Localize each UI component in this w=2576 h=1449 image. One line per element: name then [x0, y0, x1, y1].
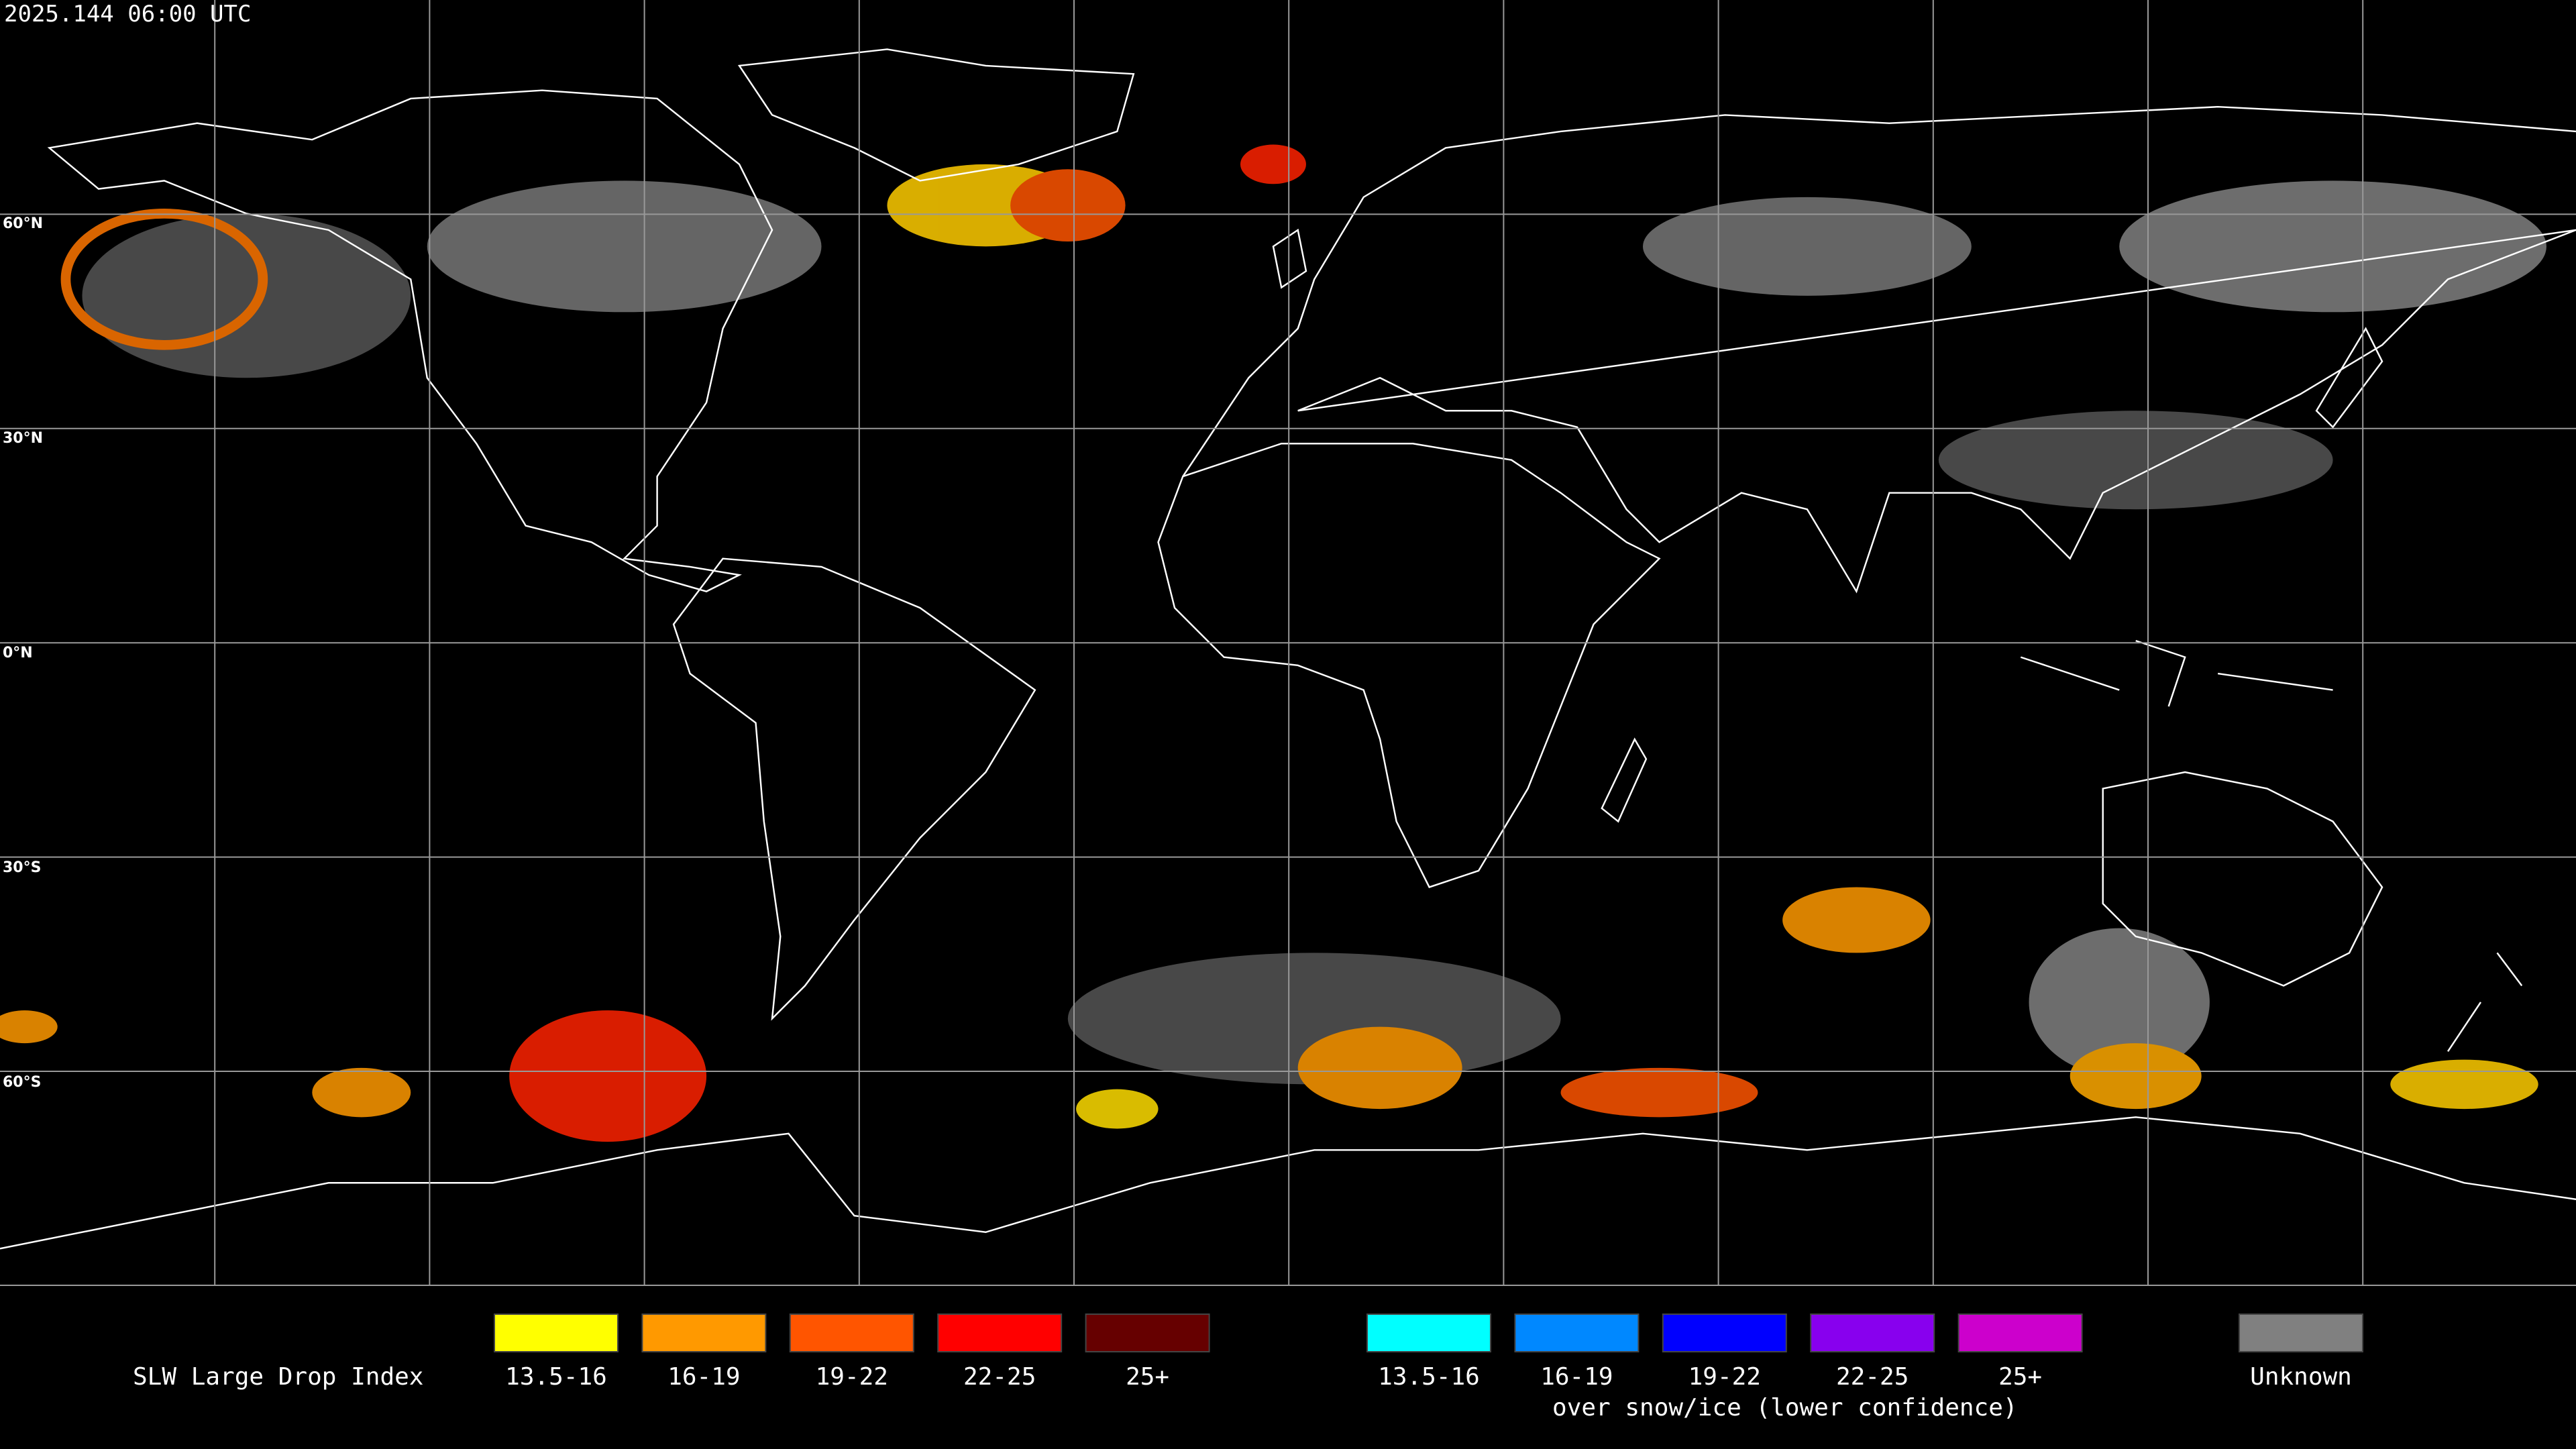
- cloud-orange: [60, 209, 268, 350]
- lat-label: 60°S: [3, 1074, 41, 1091]
- cloud-orange: [1782, 887, 1931, 953]
- cloud-orange: [1297, 1026, 1462, 1110]
- legend-swatch: [1957, 1313, 2083, 1352]
- legend-label: 25+: [1998, 1363, 2042, 1391]
- cloud-orange: [1560, 1067, 1758, 1118]
- japan: [2315, 327, 2383, 429]
- legend-swatch: [1366, 1313, 1491, 1352]
- lat-label: 0°N: [3, 645, 33, 661]
- australia: [2102, 771, 2383, 987]
- legend-title: SLW Large Drop Index: [133, 1363, 423, 1391]
- legend-label: Unknown: [2250, 1363, 2352, 1391]
- antarctica: [0, 1116, 2576, 1250]
- cloud-field: [0, 144, 2546, 1142]
- legend-swatch: [789, 1313, 914, 1352]
- legend-swatch: [641, 1313, 767, 1352]
- legend-swatch: [1514, 1313, 1640, 1352]
- cloud-unknown: [1938, 411, 2333, 510]
- lat-label: 60°N: [3, 215, 43, 232]
- legend: 13.5-16 16-19 19-22 22-25 25+ 13.5-16 16-19 19-…: [494, 1313, 2363, 1421]
- cloud-red: [1240, 144, 1306, 184]
- legend-label: 19-22: [1688, 1363, 1761, 1391]
- legend-label: 25+: [1126, 1363, 1169, 1391]
- greenland: [737, 48, 1135, 182]
- cloud-unknown: [82, 213, 411, 378]
- lat-label: 30°S: [3, 859, 41, 876]
- cloud-unknown: [2119, 180, 2546, 313]
- north-america: [47, 89, 773, 592]
- cloud-unknown: [427, 180, 822, 313]
- cloud-yellow: [2390, 1059, 2538, 1110]
- cloud-red: [509, 1010, 707, 1142]
- new-zealand: [2447, 952, 2523, 1053]
- legend-label: 13.5-16: [1378, 1363, 1480, 1391]
- latitude-labels: 60°N 30°N 0°N 30°S 60°S: [3, 215, 43, 1091]
- cloud-orange: [2070, 1043, 2202, 1110]
- legend-swatch: [1085, 1313, 1210, 1352]
- british-isles: [1272, 228, 1307, 289]
- legend-swatch: [1662, 1313, 1787, 1352]
- lat-label: 30°N: [3, 430, 43, 447]
- legend-label: 19-22: [816, 1363, 888, 1391]
- cloud-yellow: [1076, 1089, 1159, 1129]
- eurasia: [1182, 105, 2576, 594]
- legend-label: 13.5-16: [505, 1363, 607, 1391]
- cloud-orange: [0, 1010, 58, 1044]
- legend-swatch: [494, 1313, 619, 1352]
- coastlines: [0, 48, 2576, 1250]
- timestamp: 2025.144 06:00 UTC: [4, 1, 251, 28]
- legend-swatch: [1810, 1313, 1935, 1352]
- indonesia: [2020, 639, 2333, 707]
- legend-caption: over snow/ice (lower confidence): [1552, 1394, 2018, 1421]
- cloud-unknown: [2029, 928, 2210, 1077]
- madagascar: [1601, 737, 1648, 823]
- cloud-red: [1010, 169, 1126, 242]
- legend-label: 22-25: [1836, 1363, 1909, 1391]
- legend-swatch: [937, 1313, 1063, 1352]
- legend-label: 22-25: [963, 1363, 1036, 1391]
- legend-label: 16-19: [1540, 1363, 1613, 1391]
- legend-label: 16-19: [667, 1363, 740, 1391]
- legend-swatch: [2239, 1313, 2363, 1352]
- south-america: [672, 557, 1036, 1021]
- cloud-unknown: [1643, 197, 1972, 296]
- cloud-orange: [312, 1067, 411, 1118]
- graticule: [0, 0, 2576, 1285]
